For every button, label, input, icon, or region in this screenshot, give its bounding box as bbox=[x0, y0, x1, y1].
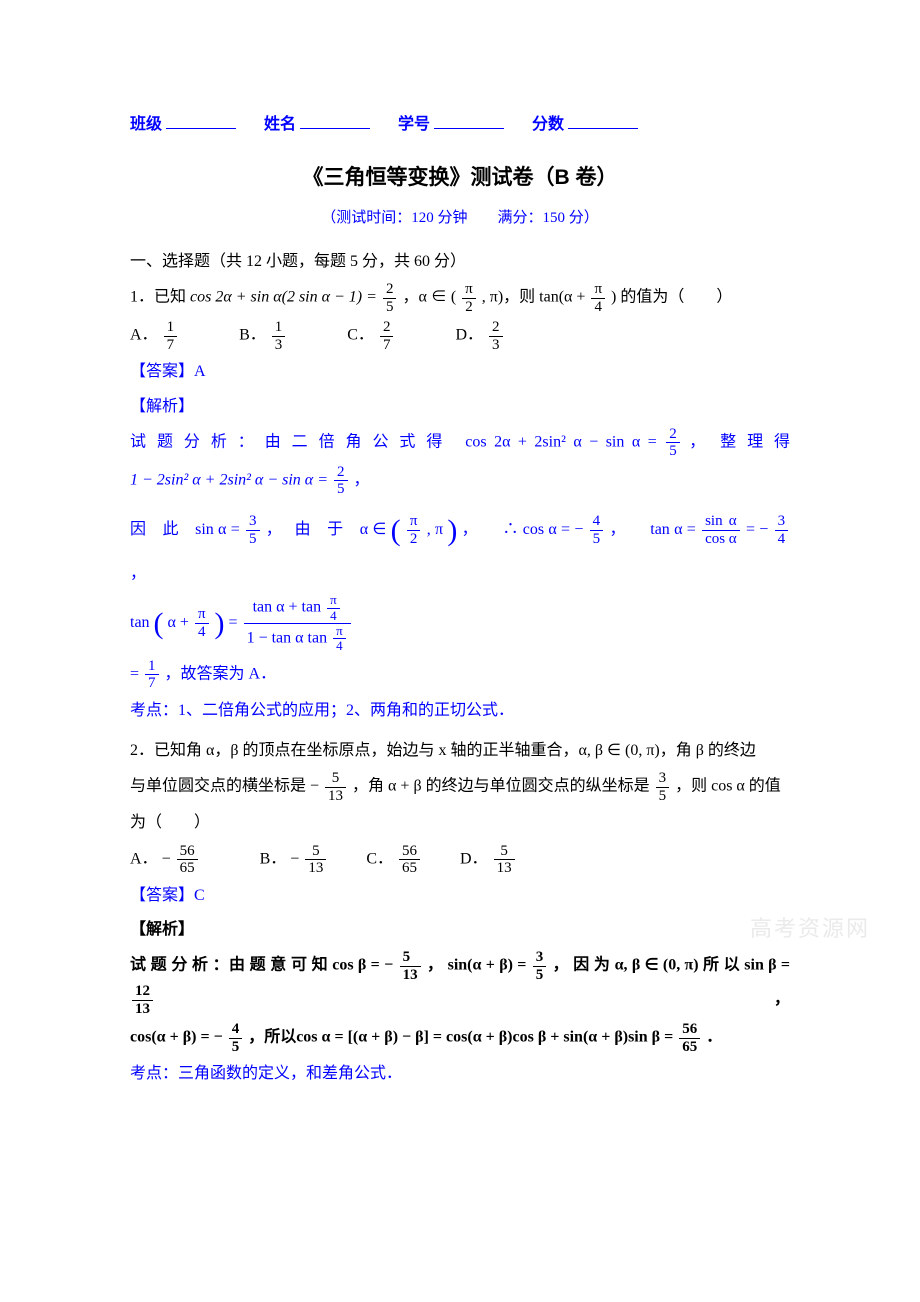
q1-optB: B． 13 bbox=[239, 319, 287, 353]
q1-analysis-2: 1 − 2sin² α + 2sin² α − sin α = 25 ， bbox=[130, 464, 790, 498]
score-blank bbox=[568, 128, 638, 129]
q1-choices: A． 17 B． 13 C． 27 D． 23 bbox=[130, 319, 790, 353]
q1-analysis-1: 试 题 分 析 ： 由 二 倍 角 公 式 得 cos 2α + 2sin² α… bbox=[130, 426, 790, 460]
q2-choices: A． − 5665 B． − 513 C． 5665 D． 513 bbox=[130, 843, 790, 877]
q2-stem-a: 2．已知角 α，β 的顶点在坐标原点，始边与 x 轴的正半轴重合，α, β ∈ … bbox=[130, 736, 790, 766]
header-blanks: 班级 姓名 学号 分数 bbox=[130, 110, 790, 140]
q1-answer: 【答案】A bbox=[130, 357, 790, 387]
q2-stem-b: 与单位圆交点的横坐标是 − 513 ，角 α + β 的终边与单位圆交点的纵坐标… bbox=[130, 770, 790, 804]
q2-analysis-a: 试 题 分 析 ：由 题 意 可 知 cos β = − 513 ， sin(α… bbox=[130, 949, 790, 1017]
q1-analysis-3: 因 此 sin α = 35 ， 由 于 α ∈ ( π2 , π ) ， ∴ … bbox=[130, 502, 790, 589]
q2-keypoint: 考点：三角函数的定义，和差角公式． bbox=[130, 1059, 790, 1089]
q2-analysis-b: cos(α + β) = − 45 ，所以cos α = [(α + β) − … bbox=[130, 1021, 790, 1055]
grade-blank bbox=[166, 128, 236, 129]
q1-optD: D． 23 bbox=[455, 319, 504, 353]
name-label: 姓名 bbox=[264, 116, 296, 133]
id-label: 学号 bbox=[398, 116, 430, 133]
q1-expr: cos 2α + sin α(2 sin α − 1) = bbox=[190, 289, 377, 306]
mc-section-heading: 一、选择题（共 12 小题，每题 5 分，共 60 分） bbox=[130, 247, 790, 277]
q1-tail: ) 的值为（ ） bbox=[611, 289, 732, 306]
q1-pi2: π2 bbox=[462, 281, 476, 315]
q1-expl-label: 【解析】 bbox=[130, 392, 790, 422]
q2-answer: 【答案】C bbox=[130, 881, 790, 911]
q1-a2: , π)，则 tan(α + bbox=[482, 289, 586, 306]
grade-label: 班级 bbox=[130, 116, 162, 133]
q2-optB: B． − 513 bbox=[260, 843, 329, 877]
id-blank bbox=[434, 128, 504, 129]
name-blank bbox=[300, 128, 370, 129]
q2-stem-c: 为（ ） bbox=[130, 808, 790, 838]
q1-stem: 1．已知 cos 2α + sin α(2 sin α − 1) = 25 ，α… bbox=[130, 281, 790, 315]
exam-page: 高考资源网 班级 姓名 学号 分数 《三角恒等变换》测试卷（B 卷） （测试时间… bbox=[0, 0, 920, 1302]
q1-keypoint: 考点：1、二倍角公式的应用；2、两角和的正切公式． bbox=[130, 696, 790, 726]
q2-expl-label: 【解析】 bbox=[130, 915, 790, 945]
q2-optA: A． − 5665 bbox=[130, 843, 200, 877]
q2-optC: C． 5665 bbox=[366, 843, 422, 877]
q1-result: = 17 ，故答案为 A． bbox=[130, 658, 790, 692]
q1-pi4: π4 bbox=[591, 281, 605, 315]
exam-title: 《三角恒等变换》测试卷（B 卷） bbox=[130, 158, 790, 198]
q1-bigfrac: tan ( α + π4 ) = tan α + tan π4 1 − tan … bbox=[130, 593, 790, 653]
exam-subtitle: （测试时间：120 分钟 满分：150 分） bbox=[130, 204, 790, 233]
q1-lead: 1．已知 bbox=[130, 289, 186, 306]
q1-frac: 25 bbox=[383, 281, 397, 315]
score-label: 分数 bbox=[532, 116, 564, 133]
q1-optC: C． 27 bbox=[347, 319, 395, 353]
q1-optA: A． 17 bbox=[130, 319, 179, 353]
tan-sum-frac: tan α + tan π4 1 − tan α tan π4 bbox=[244, 593, 351, 653]
q2-optD: D． 513 bbox=[460, 843, 517, 877]
q1-a1: ，α ∈ ( bbox=[402, 289, 456, 306]
